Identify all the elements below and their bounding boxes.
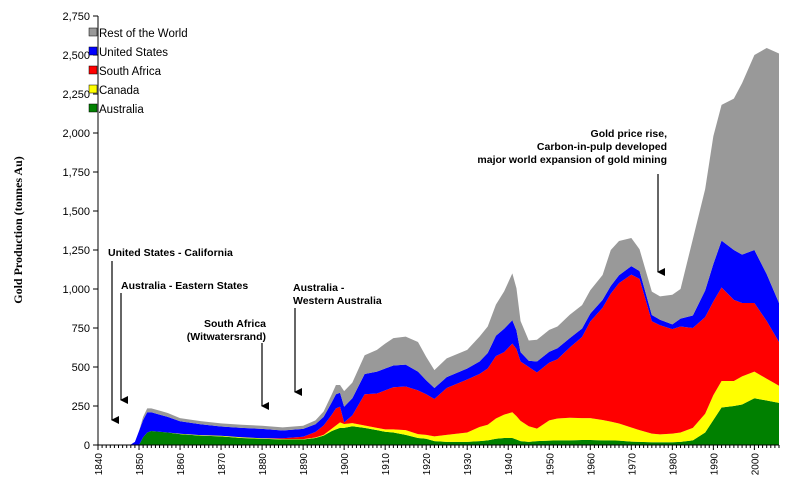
x-tick-label: 1910 <box>381 453 392 476</box>
x-tick-label: 1870 <box>217 453 228 476</box>
y-tick-label: 2,250 <box>62 89 90 101</box>
y-tick-label: 2,500 <box>62 50 90 62</box>
legend: Rest of the World United States South Afri… <box>88 27 188 116</box>
y-tick-label: 500 <box>72 362 90 374</box>
x-tick-label: 1960 <box>586 453 597 476</box>
y-tick-label: 1,500 <box>62 206 90 218</box>
area-south-africa <box>98 274 779 445</box>
x-tick-label: 1930 <box>463 453 474 476</box>
y-tick-label: 2,000 <box>62 128 90 140</box>
legend-swatch-south-africa <box>88 65 98 75</box>
y-tick-label: 250 <box>72 401 90 413</box>
legend-label-australia: Australia <box>99 104 144 116</box>
legend-swatch-australia <box>88 103 98 113</box>
x-tick-label: 1970 <box>627 453 638 476</box>
legend-swatch-rest-of-the-world <box>88 27 98 37</box>
x-tick-label: 1850 <box>135 453 146 476</box>
annotations: United States - California Australia - Ea… <box>108 128 668 424</box>
y-tick-label: 0 <box>84 440 90 452</box>
x-tick-label: 1990 <box>709 453 720 476</box>
y-tick-label: 2,750 <box>62 11 90 23</box>
x-tick-label: 2000 <box>750 453 761 476</box>
x-axis-ticks: 1840 1850 1860 1870 1880 1890 1900 1910 1920 1930… <box>94 445 780 476</box>
annotation-text: Carbon-in-pulp developed <box>537 141 667 153</box>
y-tick-label: 750 <box>72 323 90 335</box>
annotation-text: Australia - Eastern States <box>121 280 248 292</box>
annotation-text: Australia - <box>293 282 345 294</box>
x-tick-label: 1980 <box>668 453 679 476</box>
y-axis-title: Gold Production (tonnes Au) <box>11 156 25 303</box>
x-tick-label: 1920 <box>422 453 433 476</box>
annotation-text: United States - California <box>108 247 233 259</box>
x-tick-label: 1940 <box>504 453 515 476</box>
y-axis-ticks: 0 250 500 750 1,000 1,250 1,500 1,750 2,000 2,250… <box>62 11 98 452</box>
annotation-text: (Witwatersrand) <box>187 331 266 343</box>
area-united-states <box>98 240 779 445</box>
area-canada <box>98 371 779 445</box>
y-tick-label: 1,000 <box>62 284 90 296</box>
legend-label-united-states: United States <box>99 47 168 59</box>
y-tick-label: 1,750 <box>62 167 90 179</box>
legend-label-rest-of-the-world: Rest of the World <box>99 28 188 40</box>
y-tick-label: 1,250 <box>62 245 90 257</box>
x-tick-label: 1880 <box>258 453 269 476</box>
x-tick-label: 1950 <box>545 453 556 476</box>
annotation-text: major world expansion of gold mining <box>477 154 667 166</box>
legend-label-south-africa: South Africa <box>99 66 162 78</box>
legend-label-canada: Canada <box>99 85 140 97</box>
x-tick-label: 1900 <box>340 453 351 476</box>
annotation-text: Western Australia <box>293 295 382 307</box>
area-australia <box>98 398 779 445</box>
annotation-text: Gold price rise, <box>591 128 668 140</box>
annotation-text: South Africa <box>204 318 266 330</box>
x-tick-label: 1860 <box>176 453 187 476</box>
legend-swatch-united-states <box>88 46 98 56</box>
legend-swatch-canada <box>88 84 98 94</box>
x-tick-label: 1840 <box>94 453 105 476</box>
x-tick-label: 1890 <box>299 453 310 476</box>
area-series-group <box>98 47 779 445</box>
